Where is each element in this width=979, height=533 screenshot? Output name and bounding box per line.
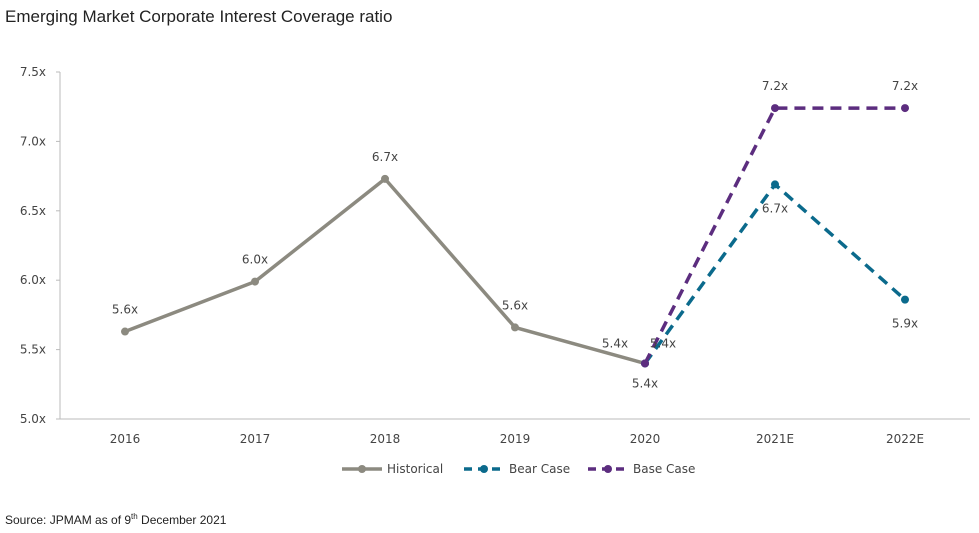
y-tick-label: 5.0x — [20, 412, 46, 426]
source-suffix: December 2021 — [137, 513, 227, 527]
data-label: 6.7x — [762, 201, 788, 215]
data-point — [381, 174, 389, 183]
y-tick-label: 6.0x — [20, 273, 46, 287]
data-label: 6.0x — [242, 253, 268, 267]
source-prefix: Source: JPMAM as of 9 — [5, 513, 132, 527]
y-tick-label: 5.5x — [20, 343, 46, 357]
legend-marker — [480, 465, 488, 473]
x-tick-label: 2016 — [110, 432, 141, 446]
source-sup: th — [131, 512, 138, 521]
data-point — [771, 104, 779, 113]
legend-marker — [358, 465, 366, 473]
data-label: 5.4x — [602, 336, 628, 350]
data-point — [121, 327, 129, 336]
legend-label: Base Case — [633, 462, 695, 476]
y-tick-label: 7.5x — [20, 65, 46, 79]
source-note: Source: JPMAM as of 9th December 2021 — [5, 512, 226, 527]
y-tick-label: 6.5x — [20, 204, 46, 218]
chart-title: Emerging Market Corporate Interest Cover… — [5, 7, 393, 26]
data-label: 5.6x — [112, 303, 138, 317]
x-tick-label: 2021E — [756, 432, 794, 446]
data-label: 5.9x — [892, 317, 918, 331]
data-label: 7.2x — [762, 79, 788, 93]
data-point — [771, 180, 779, 189]
x-tick-label: 2019 — [500, 432, 531, 446]
x-tick-label: 2018 — [370, 432, 401, 446]
x-tick-label: 2020 — [630, 432, 661, 446]
data-label: 7.2x — [892, 79, 918, 93]
x-tick-label: 2022E — [886, 432, 924, 446]
series-line-base-case — [643, 106, 905, 365]
legend-marker — [604, 465, 612, 473]
data-point — [641, 359, 649, 368]
data-point — [511, 323, 519, 332]
y-tick-label: 7.0x — [20, 134, 46, 148]
data-label: 5.4x — [632, 376, 658, 390]
data-label: 6.7x — [372, 150, 398, 164]
data-point — [901, 104, 909, 113]
data-point — [901, 295, 909, 304]
x-tick-label: 2017 — [240, 432, 271, 446]
legend-label: Historical — [387, 462, 443, 476]
legend-label: Bear Case — [509, 462, 570, 476]
data-label: 5.4x — [650, 336, 676, 350]
series-line-historical — [124, 176, 646, 366]
data-point — [251, 277, 259, 286]
line-chart: 5.0x 5.5x 6.0x 6.5x 7.0x 7.5x 2016 2017 2018 2019… — [20, 65, 970, 476]
data-label: 5.6x — [502, 298, 528, 312]
